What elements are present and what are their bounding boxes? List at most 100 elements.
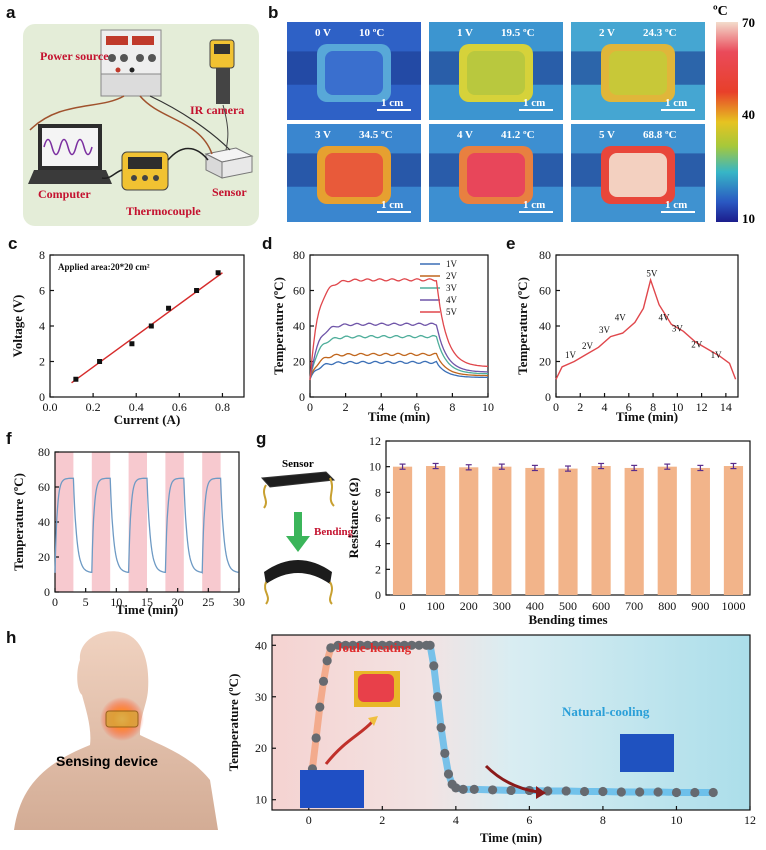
y-tick-label: 20 bbox=[38, 550, 50, 564]
y-axis-label: Resistance (Ω) bbox=[346, 478, 361, 559]
y-tick-label: 80 bbox=[293, 248, 305, 262]
panel-label-a: a bbox=[6, 3, 16, 22]
cable bbox=[149, 95, 231, 151]
sensing-device-label: Sensing device bbox=[56, 753, 158, 769]
cable bbox=[139, 95, 213, 155]
bar bbox=[492, 466, 512, 595]
x-tick-label: 0 bbox=[306, 813, 312, 827]
data-point bbox=[443, 769, 454, 779]
bar bbox=[392, 466, 413, 595]
scale-label: 1 cm bbox=[523, 97, 545, 109]
voltage-label: 5 V bbox=[599, 129, 615, 141]
sensor-device bbox=[204, 147, 254, 179]
data-point bbox=[166, 305, 172, 311]
voltage-label: 1 V bbox=[457, 27, 473, 39]
x-tick-label: 10 bbox=[482, 400, 494, 414]
y-tick-label: 60 bbox=[38, 480, 50, 494]
x-tick-label: 2 bbox=[577, 400, 583, 414]
data-point bbox=[194, 288, 200, 293]
chart-f: f 0 20 40 60 80 Temperature (ºC) Time (min) 0 5 1… bbox=[6, 429, 245, 617]
step-label: 2V bbox=[582, 341, 594, 351]
panel-label-e: e bbox=[506, 234, 515, 253]
data-point bbox=[363, 640, 373, 650]
temperature-label: 41.2 ºC bbox=[501, 129, 535, 141]
x-tick-label: 500 bbox=[559, 599, 577, 613]
data-point bbox=[690, 787, 700, 798]
step-label: 1V bbox=[711, 350, 723, 360]
bar bbox=[426, 466, 446, 595]
x-tick-label: 0 bbox=[307, 400, 313, 414]
inset-cooled-image bbox=[620, 734, 674, 772]
colorbar-min: 10 bbox=[742, 211, 755, 226]
y-tick-label: 0 bbox=[39, 390, 45, 404]
x-tick-label: 6 bbox=[414, 400, 420, 414]
arrowhead-icon bbox=[536, 786, 546, 799]
chart-g: 0 2 4 6 8 10 12 0 100 200 300 400 500 600 700 800 900 100… bbox=[346, 434, 751, 627]
x-axis-label: Current (A) bbox=[114, 412, 181, 427]
y-tick-label: 20 bbox=[539, 355, 551, 369]
bar bbox=[723, 466, 744, 595]
heating-region-core bbox=[325, 51, 383, 95]
voltage-label: 2 V bbox=[599, 27, 615, 39]
data-point bbox=[370, 640, 380, 650]
series-line-5V bbox=[309, 278, 489, 381]
data-point bbox=[392, 640, 402, 650]
step-label: 1V bbox=[565, 350, 577, 360]
power-source-label: Power source bbox=[40, 49, 109, 63]
heating-interval bbox=[128, 452, 147, 592]
bar bbox=[525, 467, 545, 595]
wire bbox=[329, 581, 333, 605]
x-tick-label: 2 bbox=[343, 400, 349, 414]
x-tick-label: 800 bbox=[658, 599, 676, 613]
heating-label: Joule-heating bbox=[336, 640, 412, 655]
legend-label: 5V bbox=[446, 307, 458, 317]
x-tick-label: 4 bbox=[453, 813, 459, 827]
data-point bbox=[440, 748, 450, 758]
colorbar-max: 70 bbox=[742, 15, 755, 30]
x-tick-label: 14 bbox=[720, 400, 732, 414]
x-tick-label: 0 bbox=[52, 595, 58, 609]
data-point bbox=[429, 661, 439, 671]
colorbar bbox=[716, 22, 738, 222]
data-point bbox=[414, 640, 424, 650]
y-tick-label: 60 bbox=[539, 284, 551, 298]
x-tick-label: 6 bbox=[526, 813, 532, 827]
cable bbox=[222, 104, 229, 151]
heating-region-core bbox=[609, 51, 667, 95]
scale-label: 1 cm bbox=[381, 199, 403, 211]
x-tick-label: 8 bbox=[650, 400, 656, 414]
data-point bbox=[326, 643, 336, 653]
data-point bbox=[561, 786, 571, 796]
x-tick-label: 12 bbox=[744, 813, 756, 827]
bar bbox=[624, 467, 644, 595]
step-label: 4V bbox=[615, 313, 627, 323]
x-tick-label: 1000 bbox=[721, 599, 745, 613]
y-tick-label: 0 bbox=[299, 390, 305, 404]
legend-label: 1V bbox=[446, 259, 458, 269]
bending-arrow-icon bbox=[286, 512, 310, 552]
y-tick-label: 0 bbox=[545, 390, 551, 404]
x-tick-label: 25 bbox=[202, 595, 214, 609]
x-axis-label: Time (min) bbox=[616, 409, 678, 424]
heating-region-core bbox=[325, 153, 383, 197]
heating-region-core bbox=[467, 153, 525, 197]
x-tick-label: 900 bbox=[691, 599, 709, 613]
y-tick-label: 80 bbox=[38, 445, 50, 459]
bar bbox=[459, 467, 479, 595]
thermocouple-device bbox=[121, 151, 169, 191]
step-label: 3V bbox=[599, 325, 611, 335]
data-point bbox=[315, 702, 325, 712]
plot-frame bbox=[49, 254, 245, 398]
x-tick-label: 4 bbox=[378, 400, 384, 414]
panel-label-d: d bbox=[262, 234, 272, 253]
y-tick-label: 8 bbox=[39, 248, 45, 262]
x-tick-label: 10 bbox=[670, 813, 682, 827]
chart-h: 10 20 30 40 0 2 4 6 8 10 12 Temperature (ºC) Time (m… bbox=[226, 634, 756, 845]
y-tick-label: 10 bbox=[255, 793, 267, 807]
x-tick-label: 0.4 bbox=[129, 400, 144, 414]
cable bbox=[29, 95, 125, 131]
y-tick-label: 4 bbox=[39, 319, 45, 333]
data-point bbox=[488, 785, 498, 795]
cooling-label: Natural-cooling bbox=[562, 704, 650, 719]
colorbar-unit: ºC bbox=[713, 4, 728, 19]
